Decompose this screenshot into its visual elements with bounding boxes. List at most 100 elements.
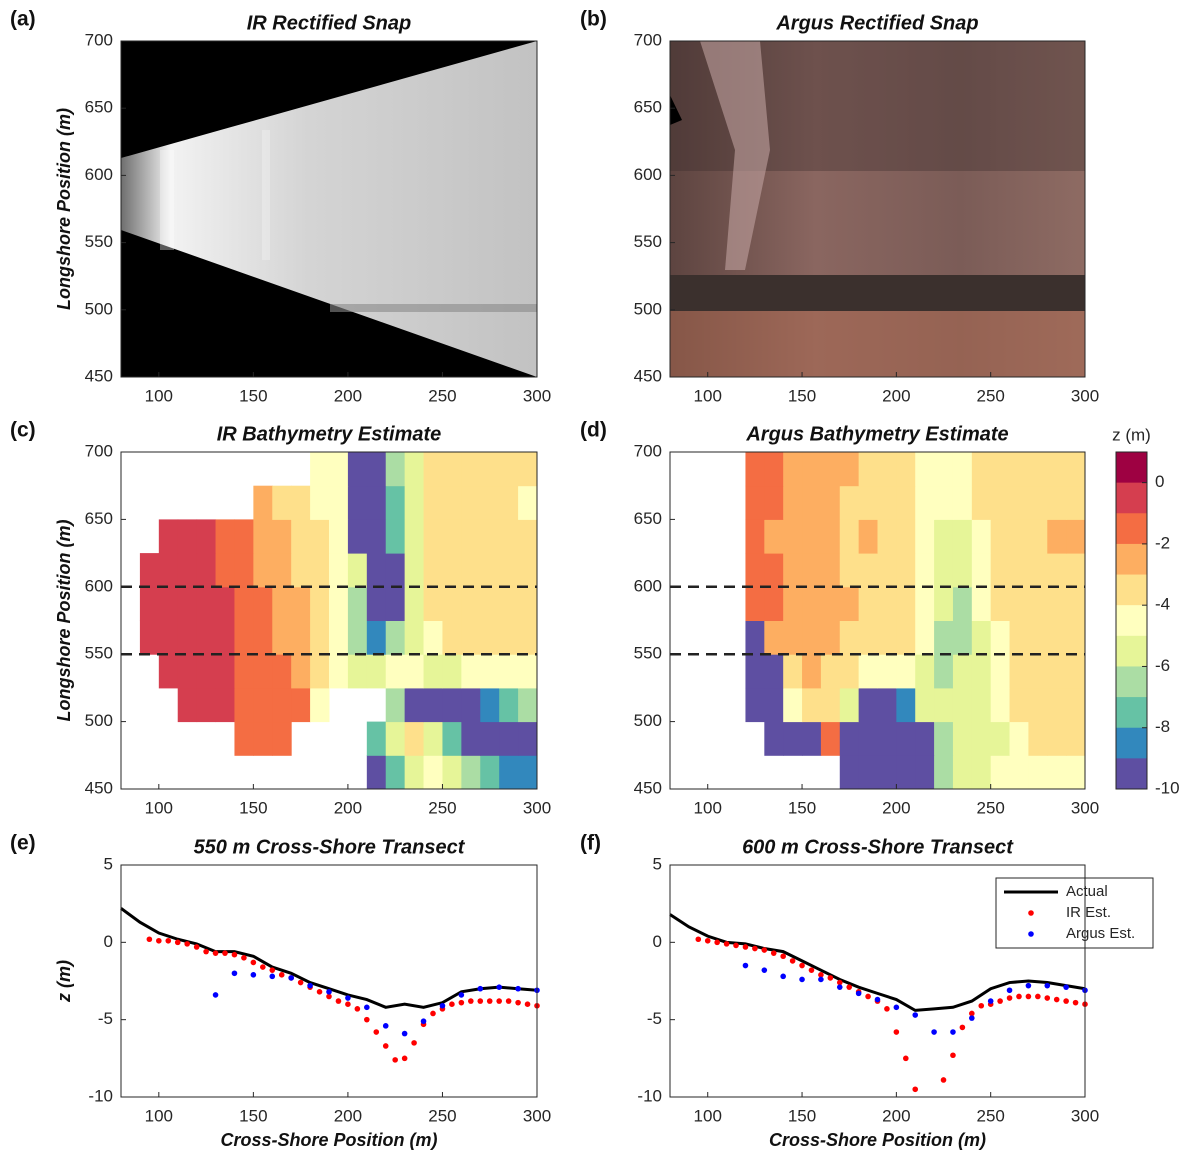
heat-cell [499,721,519,756]
heat-cell [404,755,425,790]
heat-cell [291,485,311,520]
heat-cell [480,721,500,756]
heat-cell [1047,452,1067,487]
series-point [1016,993,1022,1000]
heat-cell [934,485,954,520]
panel-title: IR Rectified Snap [247,12,411,34]
series-point [241,955,247,961]
series-point [477,998,484,1004]
legend-swatch [1028,910,1034,916]
series-point [704,937,711,944]
axes-frame [669,451,1086,790]
heat-cell [215,586,235,621]
panel-title: Argus Bathymetry Estimate [745,423,1008,445]
heat-cell [783,620,803,655]
heat-cell [404,654,425,689]
heat-cell [461,519,481,554]
heat-cell [215,687,235,723]
series-point [392,1057,398,1063]
heat-cell [1047,485,1067,520]
heat-cell [745,485,765,520]
series-line [669,913,1086,1012]
heat-cell [366,553,387,588]
heat-cell [1047,586,1067,621]
heat-cell [802,687,822,723]
series-point [846,984,853,990]
heat-cell [291,553,311,588]
y-tick-label: 550 [634,232,662,251]
heat-cell [952,452,973,487]
heat-cell [1047,620,1067,655]
heat-cell [1066,519,1086,554]
heat-cell [971,620,992,655]
heat-cell [839,519,860,554]
heat-cell [404,586,425,621]
series-point [808,967,815,973]
heat-cell [745,620,765,655]
heat-cell [1009,755,1029,790]
heat-cell [783,519,803,554]
heat-cell [1066,755,1086,790]
heat-cell [971,755,992,790]
heat-cell [1028,452,1048,487]
colorbar-band [1116,727,1147,759]
series-point [959,1024,966,1031]
heat-cell [915,519,935,554]
series-point [269,973,276,980]
series-point [1063,984,1069,990]
heat-cell [385,687,406,723]
heat-cell [971,452,992,487]
series-point [165,937,172,944]
x-tick-label: 150 [239,798,267,817]
x-tick-label: 300 [1071,1106,1099,1125]
series-point [222,950,228,956]
heat-cell [366,485,387,520]
heat-cell [404,485,425,520]
heat-cell [404,519,425,554]
series-point [752,945,758,952]
series-point [505,998,512,1004]
heat-cell [1028,620,1048,655]
heat-cell [1028,586,1048,621]
series-line [120,907,538,1009]
heat-cell [915,452,935,487]
heat-cell [802,553,822,588]
x-tick-label: 150 [239,386,267,405]
y-tick-label: 500 [634,299,662,318]
x-tick-label: 100 [694,798,722,817]
heat-cell [442,654,462,689]
y-axis-label: Longshore Position (m) [54,108,74,310]
heat-cell [934,654,954,689]
series-point [987,998,994,1004]
colorbar-band [1116,697,1147,729]
heat-cell [896,553,916,588]
y-tick-label: 600 [634,576,662,595]
series-point [345,995,351,1001]
x-tick-label: 150 [788,386,816,405]
y-tick-label: 600 [634,165,662,184]
heat-cell [461,654,481,689]
heat-cell [272,485,292,520]
heat-cell [347,586,368,621]
colorbar-tick-label: -8 [1155,717,1170,736]
heat-cell [820,721,841,756]
series-point [827,975,834,981]
heat-cell [461,553,481,588]
heat-cell [423,654,443,689]
y-tick-label: 600 [85,165,113,184]
heat-cell [347,553,368,588]
series-point [723,941,730,947]
heat-cell [839,586,860,621]
heat-cell [952,755,973,790]
heat-cell [158,586,179,621]
heat-cell [971,519,992,554]
heat-cell [745,452,765,487]
heat-cell [404,553,425,588]
heat-cell [858,654,878,689]
heat-cell [990,586,1011,621]
heat-cell [177,654,198,689]
heat-cell [971,485,992,520]
series-point [799,976,805,983]
heat-cell [253,586,273,621]
series-point [156,937,162,944]
